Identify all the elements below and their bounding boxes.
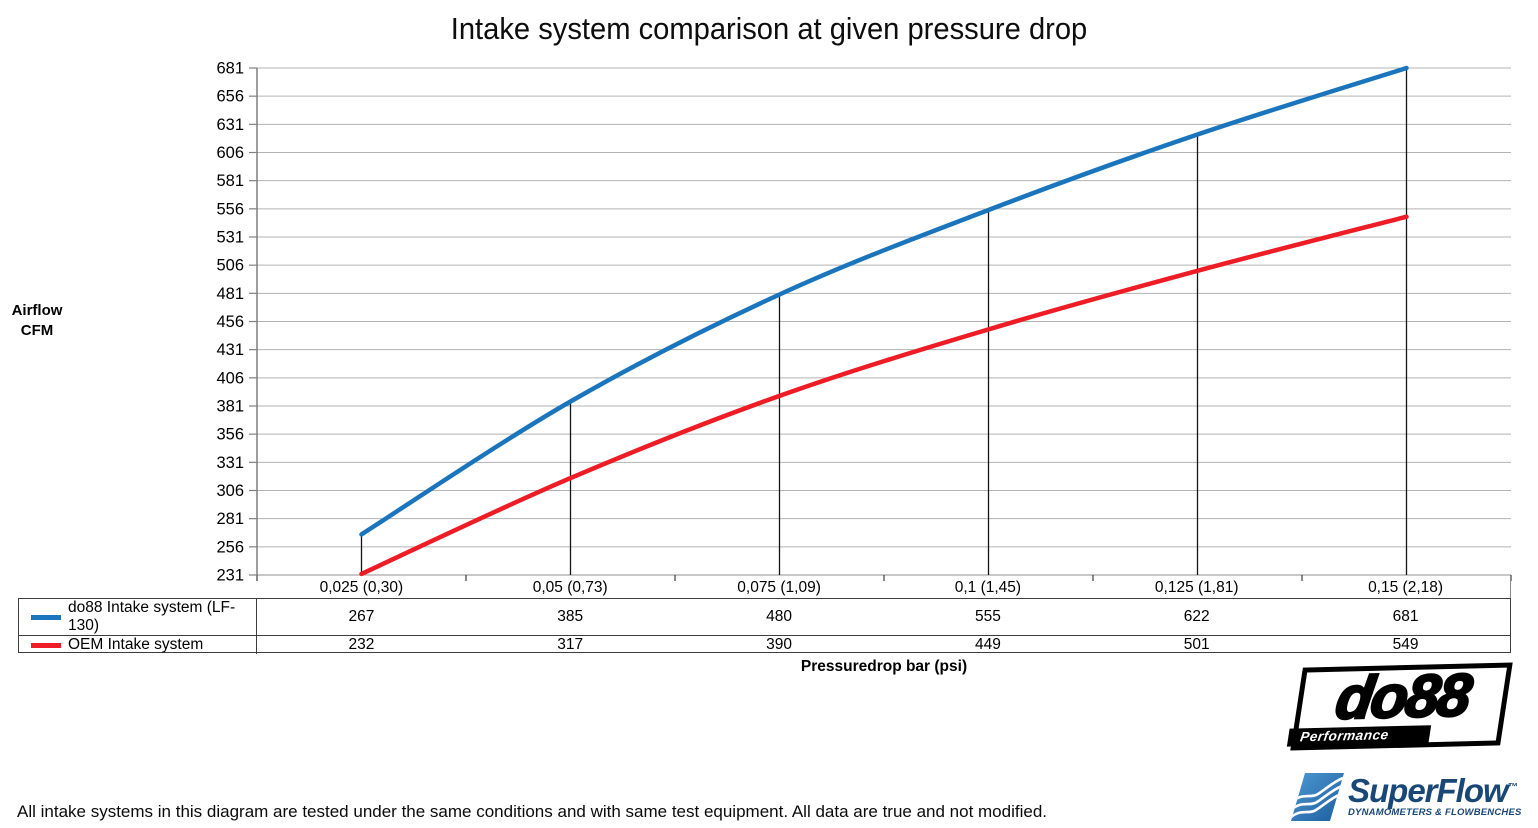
- table-cell: 267: [348, 608, 375, 625]
- table-cell: 449: [974, 636, 1001, 653]
- y-tick-label: 356: [216, 426, 244, 444]
- superflow-wave-icon: [1291, 773, 1344, 821]
- x-tick-label: 0,125 (1,81): [1154, 579, 1239, 596]
- y-tick-label: 606: [216, 144, 244, 162]
- y-tick-label: 456: [216, 313, 244, 331]
- x-axis-title: Pressuredrop bar (psi): [800, 658, 968, 675]
- y-tick-label: 556: [216, 200, 244, 218]
- trademark-symbol: ™: [1507, 782, 1518, 793]
- legend-marker-oem: [31, 642, 61, 648]
- y-tick-label: 681: [216, 60, 244, 78]
- y-tick-label: 231: [216, 567, 244, 585]
- y-tick-label: 581: [216, 172, 244, 190]
- legend-label: do88 Intake system (LF-130): [68, 599, 236, 634]
- do88-logo: do88 Performance: [1286, 660, 1513, 751]
- series-line-do88: [359, 65, 1409, 537]
- legend-marker-do88: [31, 614, 61, 620]
- y-tick-label: 531: [216, 229, 244, 247]
- superflow-logo: SuperFlow™ DYNAMOMETERS & FLOWBENCHES: [1290, 772, 1522, 822]
- table-cell: 549: [1392, 636, 1419, 653]
- x-tick-label: 0,075 (1,09): [737, 579, 821, 596]
- y-axis-title: Airflow CFM: [8, 301, 66, 341]
- do88-logo-tagline: Performance: [1286, 725, 1432, 747]
- legend-cell-oem: OEM Intake system: [19, 636, 257, 654]
- y-tick-label: 631: [216, 116, 244, 134]
- table-cell: 232: [348, 636, 375, 653]
- y-tick-label: 256: [216, 538, 244, 556]
- table-cell: 501: [1183, 636, 1210, 653]
- legend-cell-do88: do88 Intake system (LF-130): [19, 599, 257, 635]
- y-tick-label: 481: [216, 285, 244, 303]
- x-tick-label: 0,1 (1,45): [954, 579, 1022, 596]
- y-tick-label: 656: [216, 88, 244, 106]
- y-tick-label: 331: [216, 454, 244, 472]
- x-tick-label: 0,05 (0,73): [532, 579, 608, 596]
- y-tick-label: 506: [216, 257, 244, 275]
- table-cell: 390: [766, 636, 792, 653]
- y-tick-label: 281: [216, 510, 244, 528]
- y-tick-label: 431: [216, 341, 244, 359]
- x-tick-label: 0,15 (2,18): [1368, 579, 1444, 596]
- y-tick-label: 406: [216, 369, 244, 387]
- y-axis-title-line2: CFM: [20, 321, 54, 339]
- table-cell: 480: [766, 608, 792, 625]
- table-cell: 385: [557, 608, 584, 625]
- legend-data-table: do88 Intake system (LF-130) 267 385 480 …: [18, 598, 1511, 654]
- chart-plot-area: 231 256 281 306 331 356 381 406 431 456 481 506 531 5…: [216, 60, 1512, 585]
- table-row: do88 Intake system (LF-130) 267 385 480 …: [19, 599, 1510, 635]
- table-cell: 681: [1392, 608, 1419, 625]
- x-axis-tick-labels: 0,025 (0,30) 0,05 (0,73) 0,075 (1,09) 0,…: [257, 577, 1511, 598]
- superflow-tagline: DYNAMOMETERS & FLOWBENCHES: [1348, 807, 1522, 818]
- table-cell: 555: [974, 608, 1001, 625]
- table-cell: 317: [557, 636, 584, 653]
- y-axis-title-line1: Airflow: [11, 302, 63, 319]
- table-row: OEM Intake system 232 317 390 449 501 54…: [19, 635, 1510, 654]
- y-tick-label: 306: [216, 482, 244, 500]
- legend-label: OEM Intake system: [68, 636, 204, 653]
- y-tick-label: 381: [216, 398, 244, 416]
- chart-title: Intake system comparison at given pressu…: [450, 11, 1088, 46]
- footer-note: All intake systems in this diagram are t…: [17, 802, 1048, 821]
- series-line-oem: [359, 214, 1409, 577]
- x-tick-label: 0,025 (0,30): [319, 579, 404, 596]
- do88-logo-text: do88: [1330, 660, 1475, 733]
- table-cell: 622: [1183, 608, 1210, 625]
- superflow-logo-text: SuperFlow: [1348, 772, 1509, 809]
